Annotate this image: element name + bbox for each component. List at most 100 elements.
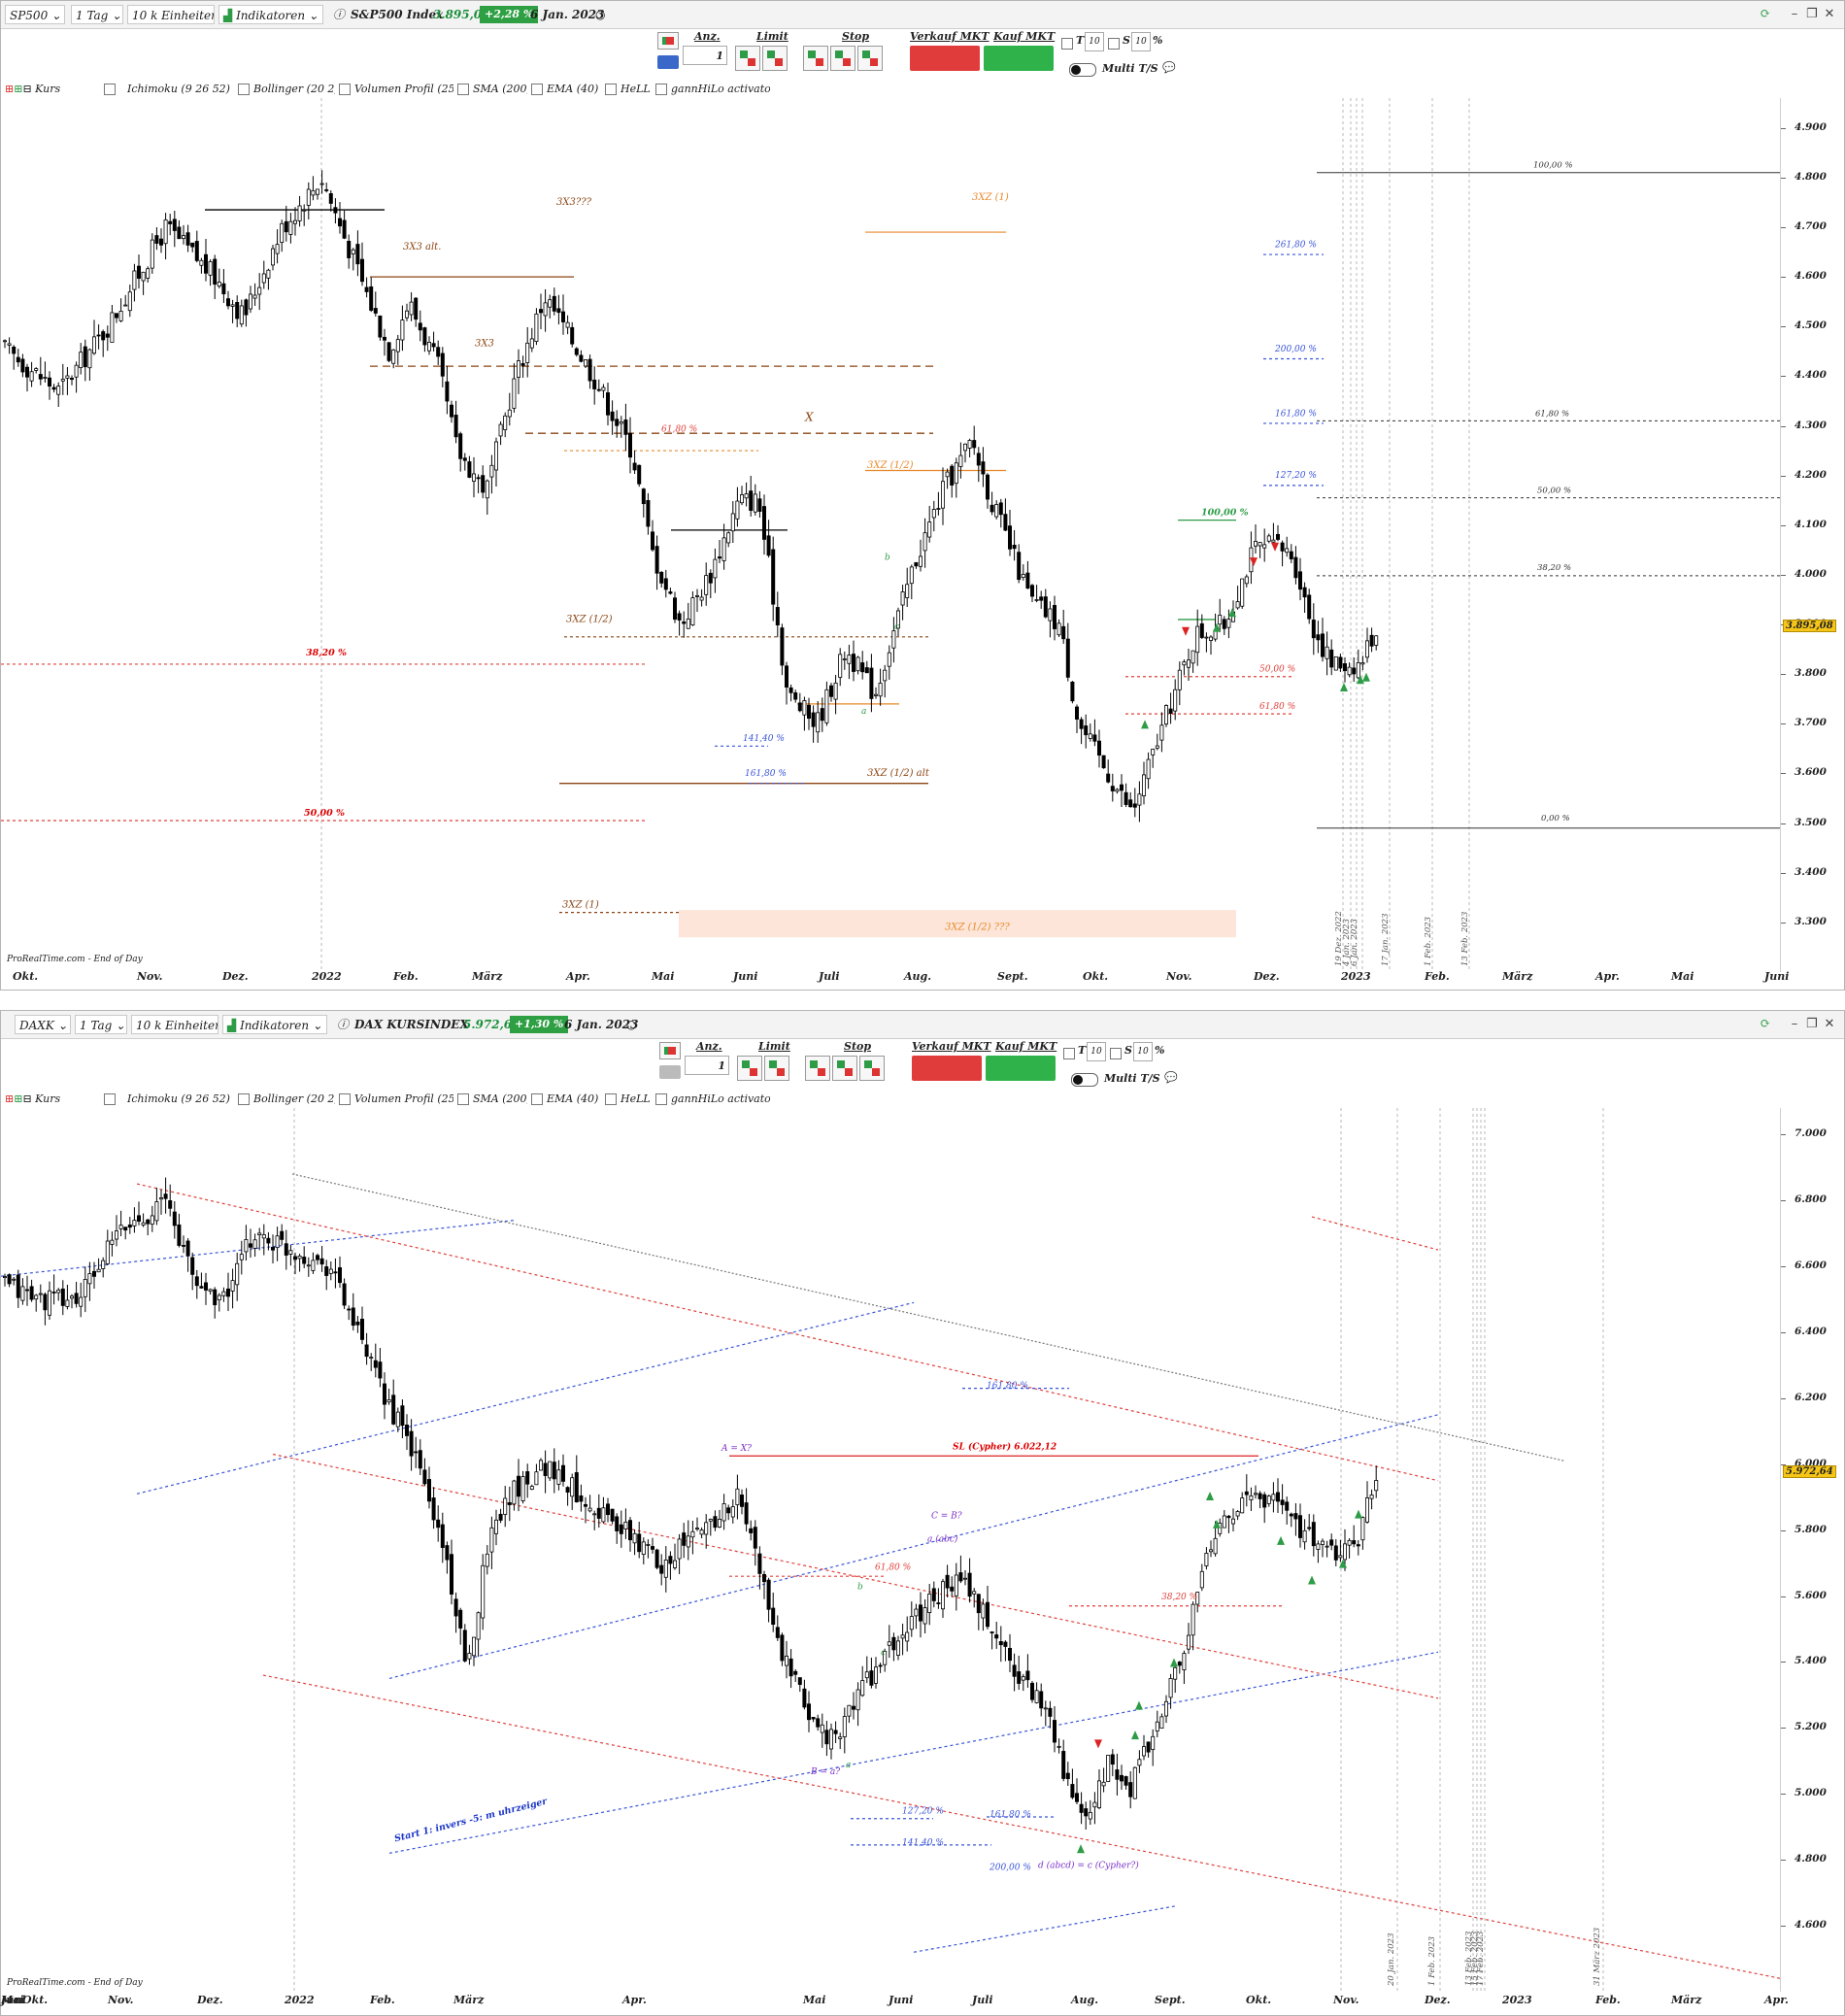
stop-order-button[interactable] bbox=[857, 46, 883, 71]
interval-select[interactable]: 1 Tag ⌄ bbox=[75, 1015, 127, 1034]
sell-signal-icon bbox=[1250, 557, 1258, 567]
minimize-icon[interactable]: – bbox=[1791, 1017, 1798, 1031]
stop-buy-button[interactable] bbox=[805, 1056, 830, 1081]
indicator-volume-profile[interactable]: Volumen Profil (25) bbox=[339, 81, 453, 98]
limit-buy-button[interactable] bbox=[737, 1056, 762, 1081]
stop-sell-button[interactable] bbox=[832, 1056, 857, 1081]
qty-input[interactable]: 1 bbox=[685, 1056, 729, 1075]
indicator-sma[interactable]: SMA (200) bbox=[457, 81, 527, 98]
price-axis[interactable]: 7.000 6.800 6.600 6.400 6.200 6.000 5.800 5.600… bbox=[1780, 1108, 1845, 1992]
candle-body bbox=[896, 1640, 901, 1656]
indicator-list-icon[interactable] bbox=[104, 1091, 123, 1108]
indicator-hell[interactable]: HeLL bbox=[605, 1091, 652, 1108]
chart-annotation: 127,20 % bbox=[902, 1807, 944, 1817]
limit-sell-button[interactable] bbox=[764, 1056, 789, 1081]
sell-market-button[interactable] bbox=[910, 46, 980, 71]
buy-market-button[interactable] bbox=[986, 1056, 1056, 1081]
minimize-icon[interactable]: – bbox=[1791, 7, 1798, 21]
candle-body bbox=[780, 627, 785, 666]
t-input[interactable]: 10 bbox=[1087, 1042, 1106, 1061]
stop-order-button[interactable] bbox=[859, 1056, 885, 1081]
indicator-ema[interactable]: EMA (40) bbox=[531, 81, 601, 98]
indicator-kurs[interactable]: ⊞⊞⊟ Kurs bbox=[5, 1092, 61, 1105]
keyboard-icon[interactable] bbox=[659, 1065, 681, 1079]
info-icon[interactable]: ⓘ bbox=[333, 8, 346, 21]
price-chart[interactable]: A = X? SL (Cypher) 6.022,12 C = B? a (abc) 1… bbox=[1, 1108, 1780, 1992]
indicators-button[interactable]: ▟ Indikatoren ⌄ bbox=[218, 5, 323, 24]
s-checkbox[interactable] bbox=[1110, 1048, 1122, 1059]
candle-body bbox=[288, 220, 293, 235]
multi-toggle[interactable] bbox=[1071, 1073, 1098, 1087]
indicator-gannhilo[interactable]: gannHiLo activator bbox=[655, 81, 770, 98]
s-checkbox[interactable] bbox=[1108, 38, 1120, 50]
chart-annotation: 3XZ (1) bbox=[972, 192, 1009, 203]
interval-select[interactable]: 1 Tag ⌄ bbox=[71, 5, 123, 24]
time-axis[interactable]: Okt. Nov. Dez. 2022 Feb. März Apr. Mai Juni Juli A… bbox=[1, 968, 1789, 990]
candle-body bbox=[927, 1594, 932, 1614]
candle-body bbox=[20, 1286, 25, 1301]
chart-panel-dax: DAXK ⌄ 1 Tag ⌄ 10 k Einheiten ⌄ ▟ Indika… bbox=[0, 1010, 1845, 2016]
wrench-icon[interactable] bbox=[659, 1042, 681, 1059]
indicators-button[interactable]: ▟ Indikatoren ⌄ bbox=[222, 1015, 327, 1034]
candle-body bbox=[1271, 1494, 1276, 1501]
indicator-volume-profile[interactable]: Volumen Profil (25) bbox=[339, 1091, 453, 1108]
units-select[interactable]: 10 k Einheiten ⌄ bbox=[127, 5, 215, 24]
time-axis[interactable]: Okt. Nov. Dez. 2022 Feb. März Apr. Mai Juni Juli A… bbox=[1, 1992, 1789, 2013]
candle-body bbox=[788, 687, 793, 693]
price-tick: 6.400 bbox=[1781, 1325, 1827, 1337]
indicator-ichimoku[interactable]: Ichimoku (9 26 52) bbox=[127, 1092, 230, 1105]
indicator-kurs[interactable]: ⊞⊞⊟ Kurs bbox=[5, 83, 61, 95]
qty-input[interactable]: 1 bbox=[683, 46, 727, 65]
candle-body bbox=[797, 1677, 802, 1685]
buy-market-button[interactable] bbox=[984, 46, 1054, 71]
keyboard-icon[interactable] bbox=[657, 55, 679, 69]
indicator-ichimoku[interactable]: Ichimoku (9 26 52) bbox=[127, 83, 230, 95]
stop-buy-button[interactable] bbox=[803, 46, 828, 71]
indicator-ema[interactable]: EMA (40) bbox=[531, 1091, 601, 1108]
candle-body bbox=[297, 205, 302, 221]
restore-icon[interactable]: ❐ bbox=[1806, 1017, 1818, 1031]
wrench-icon[interactable] bbox=[657, 32, 679, 50]
limit-buy-button[interactable] bbox=[735, 46, 760, 71]
sync-icon[interactable]: ⟳ bbox=[1760, 1017, 1771, 1031]
chat-icon[interactable]: 💬 bbox=[1164, 1071, 1178, 1084]
indicator-hell[interactable]: HeLL bbox=[605, 81, 652, 98]
close-icon[interactable]: ✕ bbox=[1824, 7, 1835, 21]
symbol-select[interactable]: DAXK ⌄ bbox=[15, 1015, 71, 1034]
restore-icon[interactable]: ❐ bbox=[1806, 7, 1818, 21]
candle-body bbox=[1302, 1529, 1307, 1543]
chat-icon[interactable]: 💬 bbox=[1162, 61, 1176, 74]
s-input[interactable]: 10 bbox=[1131, 32, 1151, 51]
price-chart[interactable]: 3X3 alt. 3X3??? 3X3 X 3XZ (1) 3XZ (1/2) 3XZ (1… bbox=[1, 98, 1780, 972]
price-tick: 5.200 bbox=[1781, 1721, 1827, 1733]
candle-body bbox=[1008, 1647, 1013, 1662]
sell-market-button[interactable] bbox=[912, 1056, 982, 1081]
candle-body bbox=[414, 1451, 419, 1454]
price-axis[interactable]: 4.900 4.800 4.700 4.600 4.500 4.400 4.300 4.200… bbox=[1780, 98, 1845, 972]
info-icon[interactable]: ⓘ bbox=[337, 1018, 350, 1031]
limit-sell-button[interactable] bbox=[762, 46, 788, 71]
t-checkbox[interactable] bbox=[1063, 1048, 1075, 1059]
stop-sell-button[interactable] bbox=[830, 46, 855, 71]
indicator-gannhilo[interactable]: gannHiLo activator bbox=[655, 1091, 770, 1108]
candle-body bbox=[355, 1321, 360, 1326]
units-select[interactable]: 10 k Einheiten ⌄ bbox=[131, 1015, 218, 1034]
t-input[interactable]: 10 bbox=[1085, 32, 1104, 51]
candle-body bbox=[762, 506, 767, 540]
candle-body bbox=[154, 1201, 159, 1222]
candle-body bbox=[855, 1689, 860, 1711]
indicator-bollinger[interactable]: Bollinger (20 2) bbox=[238, 81, 335, 98]
t-checkbox[interactable] bbox=[1061, 38, 1073, 50]
indicator-sma[interactable]: SMA (200) bbox=[457, 1091, 527, 1108]
symbol-select[interactable]: SP500 ⌄ bbox=[5, 5, 65, 24]
indicator-bollinger[interactable]: Bollinger (20 2) bbox=[238, 1091, 335, 1108]
candle-body bbox=[842, 658, 847, 660]
price-tick: 6.200 bbox=[1781, 1391, 1827, 1403]
multi-toggle[interactable] bbox=[1069, 63, 1096, 77]
chart-annotation: 3XZ (1/2) bbox=[867, 460, 914, 471]
s-input[interactable]: 10 bbox=[1133, 1042, 1153, 1061]
sell-signal-icon bbox=[1271, 542, 1279, 552]
sync-icon[interactable]: ⟳ bbox=[1760, 7, 1771, 21]
close-icon[interactable]: ✕ bbox=[1824, 1017, 1835, 1031]
indicator-list-icon[interactable] bbox=[104, 81, 180, 98]
